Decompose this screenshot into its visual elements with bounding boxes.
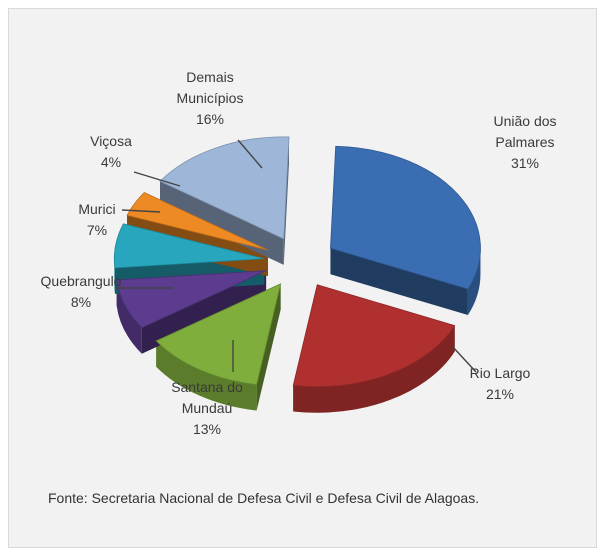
pie-slice <box>292 284 456 388</box>
slice-name-label: Rio Largo <box>470 365 531 381</box>
pie-slice <box>113 223 265 269</box>
slice-label: Murici 7% <box>78 201 115 238</box>
slice-side <box>116 279 142 354</box>
leader-line <box>121 209 161 213</box>
slice-name-label: Quebrangulo <box>41 273 122 289</box>
slice-side <box>467 248 481 316</box>
slice-label: Rio Largo 21% <box>470 365 531 402</box>
slice-name-label: Palmares <box>495 134 554 150</box>
slice-wall <box>256 283 281 411</box>
pie-slice <box>126 192 269 251</box>
slice-wall <box>330 248 468 316</box>
pie-slice <box>330 145 481 290</box>
slice-label: Demais Municípios 16% <box>177 69 244 127</box>
slice-side <box>293 325 455 413</box>
slice-value-label: 16% <box>196 111 224 127</box>
slice-name-label: União dos <box>493 113 556 129</box>
chart-frame <box>8 8 597 548</box>
leader-line <box>133 171 181 187</box>
leader-line <box>451 345 477 373</box>
slice-label: Viçosa 4% <box>90 133 132 170</box>
slice-value-label: 7% <box>87 222 107 238</box>
slice-name-label: Demais <box>186 69 233 85</box>
slice-value-label: 21% <box>486 386 514 402</box>
slice-side <box>156 340 257 411</box>
slice-value-label: 8% <box>71 294 91 310</box>
slice-name-label: Santana do <box>171 379 243 395</box>
slice-label: Quebrangulo 8% <box>41 273 122 310</box>
slice-value-label: 4% <box>101 154 121 170</box>
slice-name-label: Municípios <box>177 90 244 106</box>
slice-name-label: Viçosa <box>90 133 132 149</box>
slice-name-label: Mundaú <box>182 400 233 416</box>
slice-name-label: Murici <box>78 201 115 217</box>
slice-label: União dos Palmares 31% <box>493 113 556 171</box>
slice-value-label: 13% <box>193 421 221 437</box>
slice-label: Santana do Mundaú 13% <box>171 379 243 437</box>
leader-line <box>237 139 263 169</box>
pie-slice <box>155 283 282 385</box>
slice-value-label: 31% <box>511 155 539 171</box>
slice-labels: União dos Palmares 31% Rio Largo 21% Santana … <box>41 69 557 437</box>
pie-tops <box>113 136 481 388</box>
pie-slice <box>116 270 267 329</box>
source-caption: Fonte: Secretaria Nacional de Defesa Civ… <box>48 490 480 506</box>
